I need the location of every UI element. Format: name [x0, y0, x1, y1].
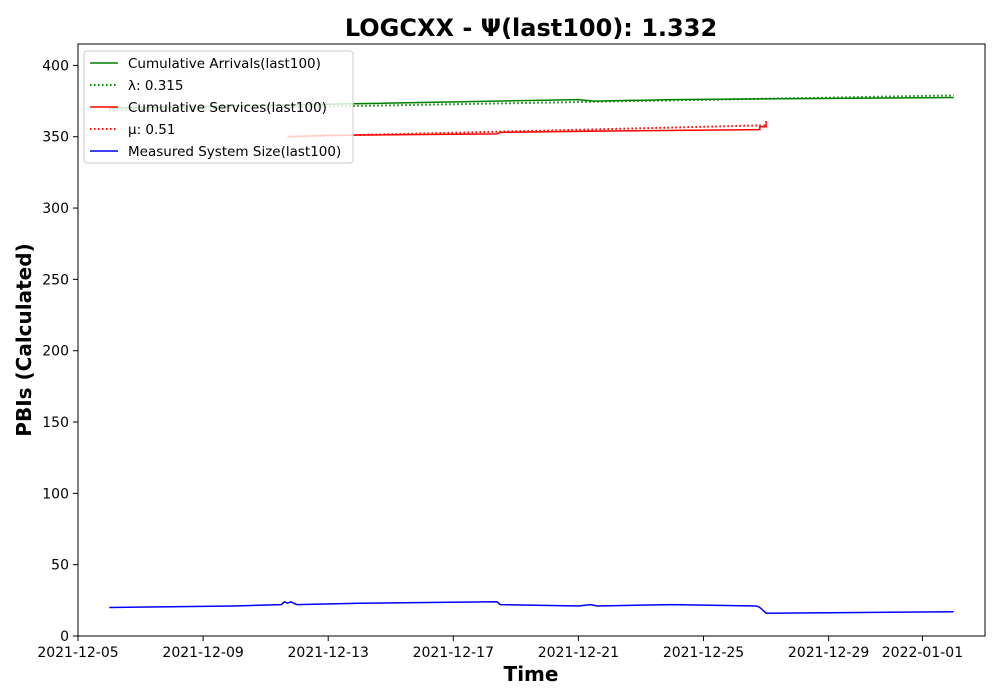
- x-tick-label-3: 2021-12-17: [413, 645, 494, 661]
- x-tick-label-5: 2021-12-25: [663, 645, 744, 661]
- x-axis-label: Time: [504, 662, 559, 686]
- legend-label-4: Measured System Size(last100): [128, 144, 341, 160]
- y-tick-label-2: 100: [42, 486, 69, 502]
- y-tick-label-7: 350: [42, 130, 69, 146]
- legend-box: [83, 50, 354, 164]
- y-axis-label: PBIs (Calculated): [12, 243, 36, 436]
- y-tick-label-1: 50: [51, 558, 69, 574]
- legend: Cumulative Arrivals(last100) λ: 0.315 Cumu…: [83, 50, 354, 164]
- legend-label-3: μ: 0.51: [128, 122, 176, 138]
- y-tick-label-6: 300: [42, 201, 69, 217]
- y-tick-label-5: 250: [42, 272, 69, 288]
- x-tick-label-1: 2021-12-09: [162, 645, 243, 661]
- y-tick-label-3: 150: [42, 415, 69, 431]
- series-line-4: [109, 600, 954, 614]
- x-tick-label-0: 2021-12-05: [37, 645, 118, 661]
- y-tick-label-4: 200: [42, 344, 69, 360]
- plot-frame: [77, 43, 986, 637]
- chart-title: LOGCXX - Ψ(last100): 1.332: [345, 14, 717, 42]
- x-tick-label-7: 2022-01-01: [882, 645, 963, 661]
- x-tick-label-6: 2021-12-29: [788, 645, 869, 661]
- legend-label-1: λ: 0.315: [128, 78, 183, 94]
- y-tick-label-8: 400: [42, 58, 69, 74]
- series-line-2: [287, 121, 767, 138]
- legend-label-2: Cumulative Services(last100): [128, 100, 327, 116]
- y-tick-label-0: 0: [60, 629, 69, 645]
- x-tick-label-2: 2021-12-13: [288, 645, 369, 661]
- x-tick-label-4: 2021-12-21: [538, 645, 619, 661]
- legend-label-0: Cumulative Arrivals(last100): [128, 56, 321, 72]
- ticks-layer: 2021-12-05 2021-12-09 2021-12-13 2021-12-17…: [37, 58, 963, 661]
- series-layer: [109, 94, 954, 614]
